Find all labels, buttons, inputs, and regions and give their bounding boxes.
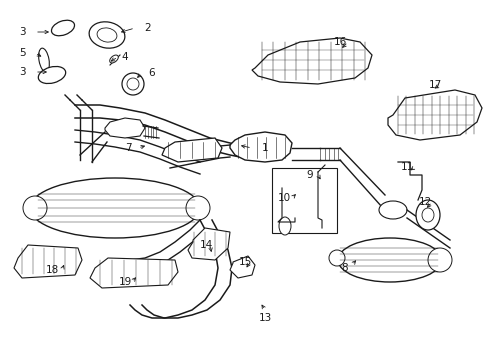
Ellipse shape bbox=[89, 22, 125, 48]
Polygon shape bbox=[388, 90, 482, 140]
Ellipse shape bbox=[127, 78, 139, 90]
Ellipse shape bbox=[38, 67, 66, 84]
Bar bbox=[272, 168, 337, 233]
Text: 5: 5 bbox=[19, 48, 25, 58]
Ellipse shape bbox=[422, 208, 434, 222]
Text: 3: 3 bbox=[19, 27, 25, 37]
Text: 1: 1 bbox=[262, 143, 269, 153]
Text: 6: 6 bbox=[148, 68, 155, 78]
Text: 11: 11 bbox=[400, 162, 414, 172]
Text: 19: 19 bbox=[119, 277, 132, 287]
Text: 7: 7 bbox=[124, 143, 131, 153]
Text: 13: 13 bbox=[258, 313, 271, 323]
Polygon shape bbox=[14, 245, 82, 278]
Ellipse shape bbox=[329, 250, 345, 266]
Ellipse shape bbox=[51, 20, 74, 36]
Ellipse shape bbox=[379, 201, 407, 219]
Ellipse shape bbox=[186, 196, 210, 220]
Ellipse shape bbox=[416, 200, 440, 230]
Text: 8: 8 bbox=[342, 263, 348, 273]
Text: 3: 3 bbox=[19, 67, 25, 77]
Polygon shape bbox=[162, 138, 222, 162]
Ellipse shape bbox=[23, 196, 47, 220]
Polygon shape bbox=[252, 38, 372, 84]
Text: 17: 17 bbox=[428, 80, 441, 90]
Ellipse shape bbox=[39, 48, 49, 72]
Polygon shape bbox=[230, 132, 292, 162]
Polygon shape bbox=[90, 258, 178, 288]
Polygon shape bbox=[230, 256, 255, 278]
Ellipse shape bbox=[30, 178, 200, 238]
Text: 15: 15 bbox=[238, 257, 252, 267]
Text: 14: 14 bbox=[199, 240, 213, 250]
Text: 2: 2 bbox=[145, 23, 151, 33]
Text: 9: 9 bbox=[307, 170, 313, 180]
Text: 16: 16 bbox=[333, 37, 346, 47]
Ellipse shape bbox=[279, 217, 291, 235]
Text: 4: 4 bbox=[122, 52, 128, 62]
Ellipse shape bbox=[110, 55, 118, 63]
Ellipse shape bbox=[97, 28, 117, 42]
Text: 18: 18 bbox=[46, 265, 59, 275]
Text: 10: 10 bbox=[277, 193, 291, 203]
Ellipse shape bbox=[338, 238, 442, 282]
Polygon shape bbox=[188, 228, 230, 260]
Text: 12: 12 bbox=[418, 197, 432, 207]
Polygon shape bbox=[105, 118, 145, 138]
Ellipse shape bbox=[428, 248, 452, 272]
Ellipse shape bbox=[122, 73, 144, 95]
